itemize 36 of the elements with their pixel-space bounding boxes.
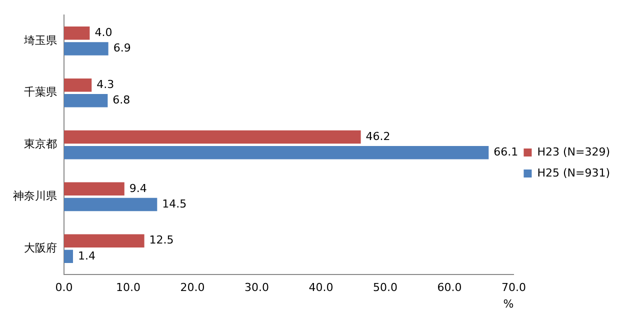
data-label: 12.5 (149, 234, 174, 247)
bar (64, 182, 124, 196)
bar (64, 250, 73, 264)
bar (64, 94, 108, 108)
bar (64, 130, 361, 144)
x-tick-label: 0.0 (55, 281, 73, 294)
bar (64, 78, 92, 92)
bar (64, 146, 489, 160)
x-tick-label: 20.0 (180, 281, 205, 294)
bar (64, 42, 108, 56)
x-tick-label: 40.0 (308, 281, 334, 294)
y-tick-label: 大阪府 (24, 242, 57, 254)
bar (64, 234, 144, 248)
bar (64, 198, 158, 212)
data-label: 14.5 (162, 197, 187, 210)
y-tick-label: 神奈川県 (13, 190, 57, 203)
y-tick-label: 埼玉県 (23, 34, 57, 47)
data-label: 9.4 (129, 182, 147, 195)
x-tick-label: 50.0 (372, 281, 398, 294)
x-axis-title: % (503, 297, 514, 310)
data-label: 66.1 (494, 145, 518, 158)
y-tick-label: 東京都 (24, 138, 57, 151)
bar (64, 26, 90, 40)
data-label: 6.8 (112, 94, 130, 107)
x-tick-label: 60.0 (437, 281, 462, 294)
y-tick-label: 千葉県 (24, 86, 57, 99)
data-label: 6.9 (113, 42, 131, 55)
x-tick-label: 10.0 (116, 281, 140, 294)
data-label: 4.0 (94, 26, 112, 40)
data-label: 4.3 (96, 78, 114, 91)
legend-label: H23 (N=329) (537, 145, 610, 158)
data-label: 1.4 (78, 249, 96, 262)
data-label: 46.2 (366, 130, 390, 143)
x-tick-label: 70.0 (501, 281, 526, 294)
x-tick-label: 30.0 (244, 281, 269, 294)
legend-label: H25 (N=931) (537, 166, 610, 180)
